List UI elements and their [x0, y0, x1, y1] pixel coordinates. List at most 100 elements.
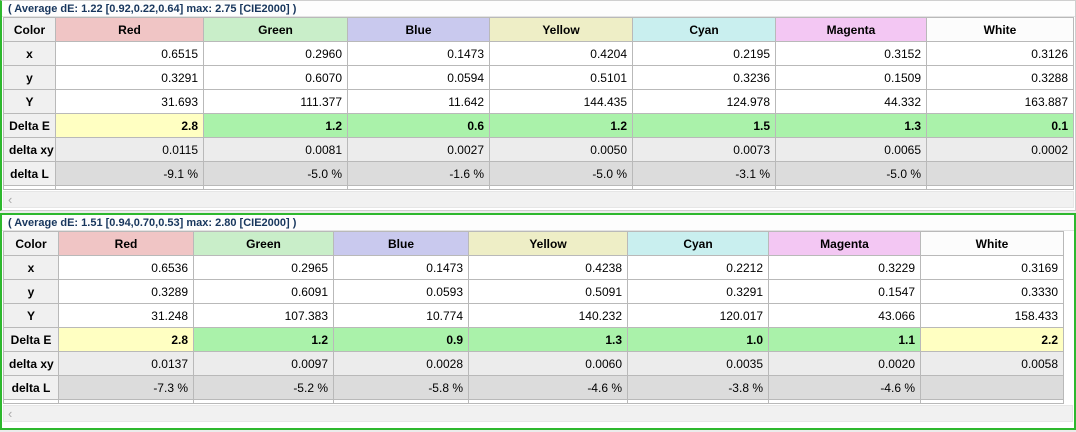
cell-value: 0.6 [347, 113, 490, 138]
table-row: Delta E 2.8 1.2 0.9 1.3 1.0 1.1 2.2 [3, 327, 1064, 352]
cell-value: 0.0594 [347, 65, 490, 90]
cell-value: 120.017 [627, 303, 769, 328]
table-row: delta xy 0.0115 0.0081 0.0027 0.0050 0.0073 0.… [3, 137, 1074, 162]
cell-value: 0.3291 [55, 65, 204, 90]
cell-value: -1.6 % [347, 161, 490, 186]
cell-value: 0.2212 [627, 255, 769, 280]
cell-value: 10.774 [333, 303, 469, 328]
cell-value: 0.0097 [193, 351, 334, 376]
cell-value: 0.1473 [347, 41, 490, 66]
row-label: Y [3, 303, 59, 328]
row-label: Delta E [3, 113, 56, 138]
horizontal-scrollbar[interactable]: ‹ [3, 191, 1074, 208]
cell-value: 0.3152 [775, 41, 927, 66]
cell-value: 0.1473 [333, 255, 469, 280]
scroll-left-arrow-icon[interactable]: ‹ [8, 192, 13, 207]
column-header-cyan: Cyan [632, 17, 776, 42]
row-label: y [3, 279, 59, 304]
cell-value: 0.3169 [920, 255, 1064, 280]
cell-value: 0.0058 [920, 351, 1064, 376]
column-header-green: Green [203, 17, 348, 42]
cell-value: 0.0081 [203, 137, 348, 162]
cell-value: 1.3 [775, 113, 927, 138]
cell-value: 163.887 [926, 89, 1074, 114]
row-label: delta xy [3, 137, 56, 162]
cell-value [920, 375, 1064, 400]
column-header-blue: Blue [347, 17, 490, 42]
cell-value: 140.232 [468, 303, 628, 328]
cell-value: 0.5101 [489, 65, 633, 90]
cell-value: 0.2965 [193, 255, 334, 280]
table-row: y 0.3291 0.6070 0.0594 0.5101 0.3236 0.1509 0.3… [3, 65, 1074, 90]
color-measurement-table: Color Red Green Blue Yellow Cyan Magenta White x… [3, 231, 1064, 404]
column-header-magenta: Magenta [775, 17, 927, 42]
cell-value: 0.0028 [333, 351, 469, 376]
cell-value: 0.0035 [627, 351, 769, 376]
table-header-row: Color Red Green Blue Yellow Cyan Magenta White [3, 231, 1064, 256]
cell-value: 0.0060 [468, 351, 628, 376]
column-header-green: Green [193, 231, 334, 256]
cell-value: 1.2 [193, 327, 334, 352]
cell-value: 0.0002 [926, 137, 1074, 162]
cell-value: 0.6515 [55, 41, 204, 66]
cell-value: -3.1 % [632, 161, 776, 186]
cell-value: 0.3291 [627, 279, 769, 304]
measurement-panel: ( Average dE: 1.51 [0.94,0.70,0.53] max:… [0, 213, 1076, 430]
row-label: Y [3, 89, 56, 114]
cell-value: -5.0 % [489, 161, 633, 186]
cell-value: 1.3 [468, 327, 628, 352]
table-row: x 0.6536 0.2965 0.1473 0.4238 0.2212 0.3229 0.3… [3, 255, 1064, 280]
partial-row [3, 399, 1064, 404]
cell-value: 0.6091 [193, 279, 334, 304]
cell-value: 158.433 [920, 303, 1064, 328]
cell-value [926, 161, 1074, 186]
cell-value: -9.1 % [55, 161, 204, 186]
column-header-white: White [926, 17, 1074, 42]
row-label: y [3, 65, 56, 90]
cell-value: 1.2 [489, 113, 633, 138]
column-header-color: Color [3, 231, 59, 256]
cell-value: 0.2960 [203, 41, 348, 66]
color-measurement-table: Color Red Green Blue Yellow Cyan Magenta White x… [3, 17, 1074, 190]
cell-value: 0.3330 [920, 279, 1064, 304]
cell-value: 0.1509 [775, 65, 927, 90]
panel-title: ( Average dE: 1.51 [0.94,0.70,0.53] max:… [2, 215, 1074, 231]
cell-value: 0.1547 [768, 279, 921, 304]
table-row: x 0.6515 0.2960 0.1473 0.4204 0.2195 0.3152 0.3… [3, 41, 1074, 66]
column-header-color: Color [3, 17, 56, 42]
cell-value: -4.6 % [768, 375, 921, 400]
cell-value: 0.0065 [775, 137, 927, 162]
cell-value: 0.4238 [468, 255, 628, 280]
cell-value: 0.0073 [632, 137, 776, 162]
row-label: delta L [3, 161, 56, 186]
horizontal-scrollbar[interactable]: ‹ [3, 405, 1073, 422]
cell-value: 0.6536 [58, 255, 194, 280]
cell-value: 1.2 [203, 113, 348, 138]
cell-value: 0.3236 [632, 65, 776, 90]
scroll-left-arrow-icon[interactable]: ‹ [8, 406, 13, 421]
cell-value: 0.3126 [926, 41, 1074, 66]
panel-title: ( Average dE: 1.22 [0.92,0.22,0.64] max:… [2, 1, 1075, 17]
cell-value: 0.0137 [58, 351, 194, 376]
cell-value: 0.9 [333, 327, 469, 352]
cell-value: 144.435 [489, 89, 633, 114]
row-label: x [3, 255, 59, 280]
cell-value: -5.0 % [775, 161, 927, 186]
row-label: x [3, 41, 56, 66]
cell-value: 0.0027 [347, 137, 490, 162]
column-header-magenta: Magenta [768, 231, 921, 256]
cell-value: 0.0050 [489, 137, 633, 162]
cell-value: 31.248 [58, 303, 194, 328]
cell-value: 0.5091 [468, 279, 628, 304]
column-header-blue: Blue [333, 231, 469, 256]
table-row: delta L -7.3 % -5.2 % -5.8 % -4.6 % -3.8 % -4.… [3, 375, 1064, 400]
table-row: delta L -9.1 % -5.0 % -1.6 % -5.0 % -3.1 % -5.… [3, 161, 1074, 186]
column-header-yellow: Yellow [489, 17, 633, 42]
cell-value: 0.6070 [203, 65, 348, 90]
cell-value: 2.2 [920, 327, 1064, 352]
cell-value: -5.2 % [193, 375, 334, 400]
cell-value: 1.5 [632, 113, 776, 138]
cell-value: 1.1 [768, 327, 921, 352]
cell-value: 0.1 [926, 113, 1074, 138]
